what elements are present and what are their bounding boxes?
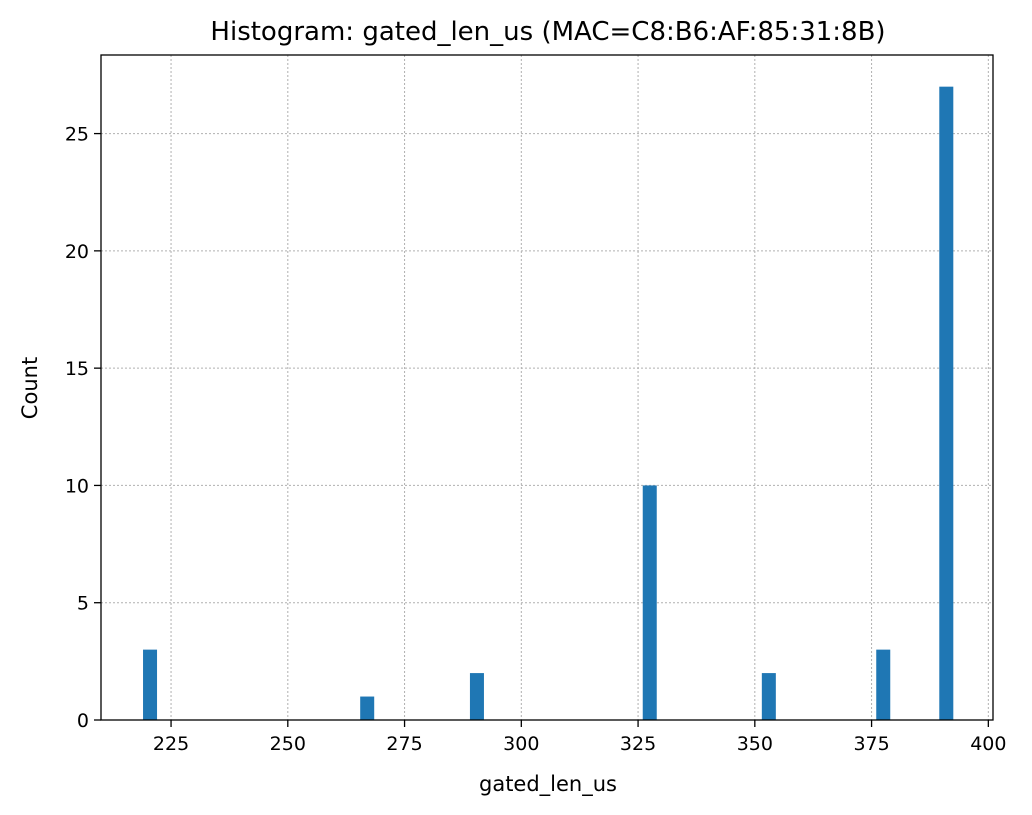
x-axis-label: gated_len_us [479, 772, 617, 797]
x-tick-label: 250 [270, 733, 306, 755]
y-axis-ticks: 0 5 10 15 20 25 [65, 124, 101, 732]
y-tick-label: 25 [65, 124, 89, 146]
y-tick-label: 5 [77, 593, 89, 615]
chart-title: Histogram: gated_len_us (MAC=C8:B6:AF:85… [210, 17, 885, 47]
x-tick-label: 325 [620, 733, 656, 755]
x-tick-label: 275 [386, 733, 422, 755]
y-tick-label: 0 [77, 710, 89, 732]
histogram-bar [761, 673, 776, 720]
y-axis-label: Count [18, 357, 42, 419]
x-tick-label: 375 [853, 733, 889, 755]
plot-frame [100, 54, 994, 721]
y-tick-label: 10 [65, 475, 89, 497]
y-tick-label: 15 [65, 358, 89, 380]
x-tick-label: 400 [970, 733, 1006, 755]
x-tick-label: 350 [737, 733, 773, 755]
histogram-bar [939, 86, 954, 720]
bars-group [143, 86, 954, 720]
histogram-bar [143, 649, 158, 720]
histogram-bar [642, 485, 657, 720]
histogram-bar [469, 673, 484, 720]
histogram-bar [360, 696, 375, 720]
y-tick-label: 20 [65, 241, 89, 263]
x-axis-ticks: 225 250 275 300 325 350 375 400 [153, 720, 1006, 755]
x-tick-label: 300 [503, 733, 539, 755]
histogram-bar [876, 649, 891, 720]
grid-lines [101, 55, 993, 721]
x-tick-label: 225 [153, 733, 189, 755]
